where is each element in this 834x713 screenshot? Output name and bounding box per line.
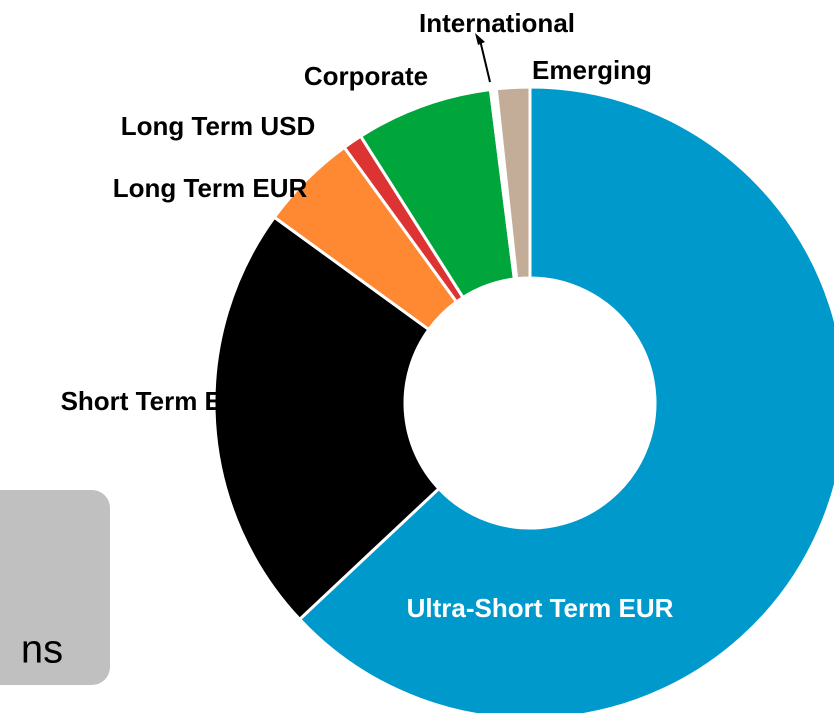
slice-label: Short Term EUR: [61, 386, 260, 416]
slice-label: Emerging: [532, 55, 652, 85]
leader-line: [479, 39, 491, 83]
donut: [212, 85, 834, 713]
slice-label: Long Term USD: [121, 111, 316, 141]
slice-label: Ultra-Short Term EUR: [407, 593, 674, 623]
leader-arrow: [475, 33, 485, 45]
slice-label: Long Term EUR: [113, 173, 308, 203]
donut-slice: [494, 85, 532, 281]
slice-label: Corporate: [304, 61, 428, 91]
slice-label: International: [419, 8, 575, 38]
note-text: ns: [21, 628, 63, 672]
donut-slice: [297, 85, 834, 713]
donut-slice: [212, 215, 441, 622]
note-box: [0, 490, 110, 685]
